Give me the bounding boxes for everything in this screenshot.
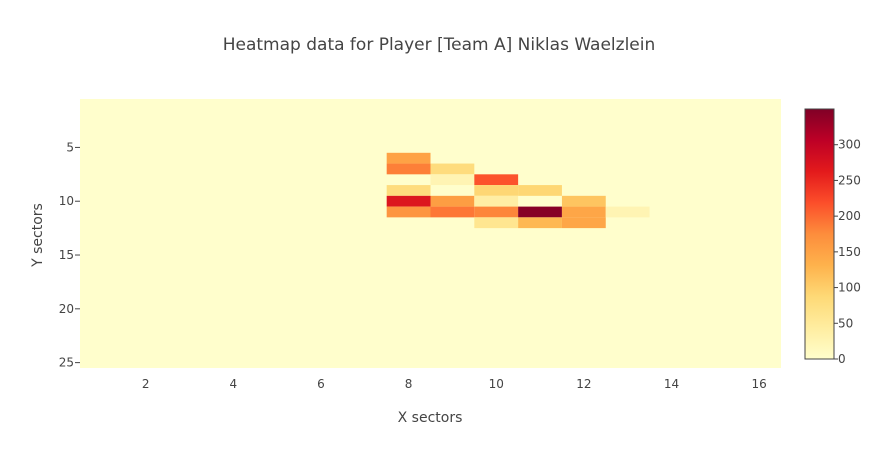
heatmap-background [80,99,781,368]
colorbar-tick-label: 250 [838,173,861,187]
heatmap-cell[interactable] [430,163,475,175]
heatmap-cell[interactable] [386,195,431,207]
heatmap-cell[interactable] [518,217,562,229]
heatmap-cell[interactable] [386,163,431,175]
x-tick-label: 14 [664,377,679,391]
y-tick-label: 5 [66,140,74,154]
plot-area[interactable] [80,99,781,368]
heatmap-cell[interactable] [474,206,519,218]
colorbar-tick-label: 200 [838,209,861,223]
colorbar-tick-label: 150 [838,245,861,259]
y-axis-title: Y sectors [30,203,46,268]
heatmap-cell[interactable] [430,174,475,186]
y-tick-label: 20 [59,302,74,316]
colorbar-tick-label: 0 [838,352,846,366]
heatmap-cell[interactable] [474,174,519,186]
heatmap-cell[interactable] [561,195,606,207]
heatmap-cell[interactable] [561,217,606,229]
heatmap-cell[interactable] [430,206,475,218]
colorbar-tick-label: 300 [838,138,861,152]
heatmap-cell[interactable] [386,206,431,218]
x-tick-label: 2 [142,377,150,391]
x-tick-label: 4 [230,377,238,391]
heatmap-cell[interactable] [474,185,519,196]
heatmap-cell[interactable] [518,185,562,196]
heatmap-cell[interactable] [605,206,650,218]
colorbar-tick-label: 50 [838,316,853,330]
colorbar: 0 50 100 150 200 250 300 [804,108,861,366]
heatmap-cell[interactable] [386,185,431,196]
heatmap-cell[interactable] [518,206,562,218]
heatmap-cell[interactable] [561,206,606,218]
colorbar-gradient [804,108,835,360]
colorbar-tick-label: 100 [838,281,861,295]
heatmap-cell[interactable] [474,217,519,229]
y-axis: 5 10 15 20 25 [59,140,80,370]
heatmap-cell[interactable] [386,152,431,164]
x-tick-label: 12 [576,377,591,391]
x-tick-label: 10 [489,377,504,391]
x-tick-label: 16 [751,377,766,391]
chart-title: Heatmap data for Player [Team A] Niklas … [223,35,656,55]
y-tick-label: 10 [59,194,74,208]
x-tick-label: 8 [405,377,413,391]
x-axis-title: X sectors [398,410,463,426]
y-tick-label: 25 [59,356,74,370]
heatmap-cell[interactable] [430,195,475,207]
x-tick-label: 6 [317,377,325,391]
heatmap-cell[interactable] [474,195,519,207]
x-axis: 2 4 6 8 10 12 14 16 [142,377,767,391]
y-tick-label: 15 [59,248,74,262]
